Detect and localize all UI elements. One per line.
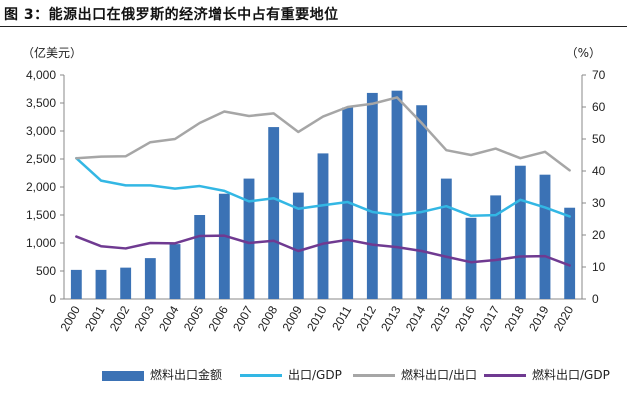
right-tick-label: 60 (592, 100, 606, 114)
left-tick-label: 1,000 (26, 236, 56, 250)
x-tick-label: 2010 (304, 303, 330, 333)
bar (366, 92, 378, 299)
x-tick-label: 2000 (57, 303, 83, 333)
figure-title: 图 3：能源出口在俄罗斯的经济增长中占有重要地位 (4, 7, 339, 23)
legend-item-fuel-gdp: 燃料出口/GDP (484, 366, 610, 383)
title-rule (0, 26, 627, 27)
x-tick-label: 2009 (279, 303, 305, 333)
legend-swatch (484, 374, 526, 377)
bar (465, 217, 477, 299)
bar (440, 178, 452, 299)
chart: 0 500 1,000 1,500 2,000 2,500 3,000 3,500 4,000 0… (26, 68, 606, 334)
x-tick-label: 2015 (427, 303, 453, 333)
x-tick-label: 2007 (230, 303, 256, 333)
right-tick-label: 40 (592, 164, 606, 178)
x-tick-label: 2002 (107, 303, 133, 333)
x-tick-label: 2013 (378, 303, 404, 333)
right-axis-unit: （%） (565, 46, 601, 60)
bar (169, 244, 181, 299)
left-tick-label: 2,500 (26, 152, 56, 166)
left-tick-label: 0 (49, 292, 56, 306)
right-tick-label: 50 (592, 132, 606, 146)
bar (95, 269, 107, 299)
legend-swatch (102, 370, 144, 381)
legend-swatch (240, 374, 282, 377)
x-tick-label: 2001 (82, 303, 108, 333)
bar (144, 258, 156, 299)
x-tick-label: 2004 (156, 303, 182, 333)
bar (194, 215, 206, 299)
left-tick-label: 500 (36, 264, 56, 278)
bar (218, 193, 230, 299)
right-tick-label: 10 (592, 260, 606, 274)
bar (514, 165, 526, 299)
left-tick-label: 2,000 (26, 180, 56, 194)
legend-label: 燃料出口金额 (150, 368, 223, 382)
x-tick-label: 2005 (181, 303, 207, 333)
bar (416, 105, 428, 300)
left-tick-label: 3,500 (26, 96, 56, 110)
x-tick-label: 2012 (353, 303, 379, 333)
right-tick-label: 70 (592, 68, 606, 82)
bar (243, 178, 255, 299)
bar (539, 174, 551, 299)
bar (120, 267, 132, 299)
x-tick-label: 2016 (452, 303, 478, 333)
x-tick-label: 2017 (477, 303, 503, 333)
x-tick-label: 2011 (329, 303, 354, 333)
legend-swatch (353, 374, 395, 377)
bar (268, 127, 280, 299)
legend-label: 燃料出口/GDP (532, 368, 610, 382)
right-tick-label: 20 (592, 228, 606, 242)
bar (70, 269, 82, 299)
legend-item-fuel-exports: 燃料出口金额 (102, 366, 222, 383)
x-tick-label: 2008 (255, 303, 281, 333)
bar (391, 90, 403, 300)
x-tick-label: 2003 (131, 303, 157, 333)
left-tick-label: 3,000 (26, 124, 56, 138)
legend-label: 出口/GDP (288, 368, 342, 382)
x-tick-label: 2014 (403, 303, 429, 333)
right-tick-label: 0 (592, 292, 599, 306)
line-series (75, 96, 571, 267)
bar-series (70, 90, 576, 300)
x-tick-label: 2006 (205, 303, 231, 333)
left-tick-label: 4,000 (26, 68, 56, 82)
left-axis-unit: （亿美元） (22, 46, 83, 60)
legend-item-fuel-share: 燃料出口/出口 (353, 366, 477, 383)
right-tick-label: 30 (592, 196, 606, 210)
legend: 燃料出口金额 出口/GDP 燃料出口/出口 燃料出口/GDP (0, 362, 627, 388)
legend-item-exports-gdp: 出口/GDP (240, 366, 342, 383)
bar (317, 153, 329, 299)
bar (490, 195, 502, 299)
left-tick-label: 1,500 (26, 208, 56, 222)
x-tick-label: 2018 (501, 303, 527, 333)
x-tick-label: 2020 (551, 303, 577, 333)
bar (564, 207, 576, 299)
bar (292, 192, 304, 299)
legend-label: 燃料出口/出口 (401, 368, 478, 382)
x-tick-label: 2019 (526, 303, 552, 333)
